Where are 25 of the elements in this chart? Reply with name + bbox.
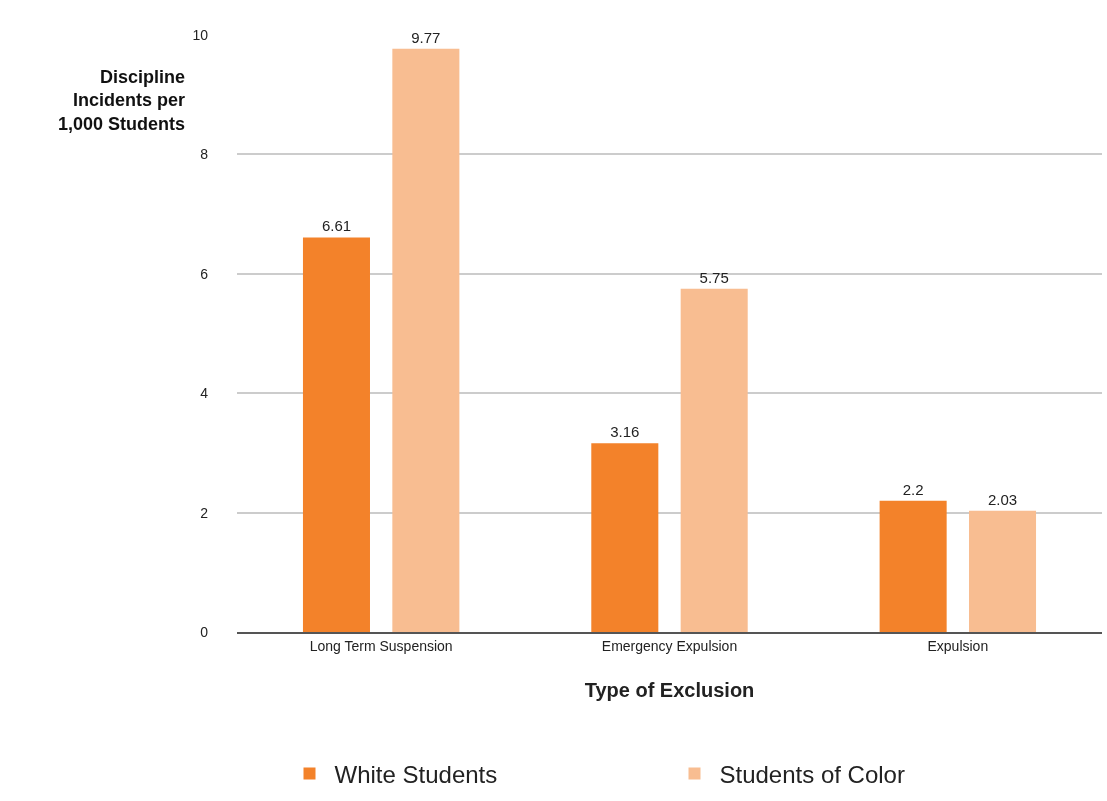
y-tick-label: 2 xyxy=(200,504,209,521)
bar xyxy=(969,510,1037,632)
bar xyxy=(879,500,947,632)
bar xyxy=(591,443,659,632)
bar xyxy=(392,48,460,632)
y-tick-label: 4 xyxy=(200,385,209,402)
bar xyxy=(680,288,748,632)
legend-label: Students of Color xyxy=(719,760,905,788)
data-label: 3.16 xyxy=(610,423,640,441)
y-tick-label: 0 xyxy=(200,623,209,640)
y-axis-title: Discipline Incidents per 1,000 Students xyxy=(58,67,186,134)
data-label: 5.75 xyxy=(699,268,729,286)
y-tick-label: 8 xyxy=(200,146,209,163)
x-axis-title: Type of Exclusion xyxy=(584,678,755,701)
bar xyxy=(302,237,370,632)
x-tick-label: Expulsion xyxy=(927,637,989,654)
data-label: 6.61 xyxy=(321,217,352,235)
data-label: 2.2 xyxy=(902,480,924,498)
x-tick-label: Long Term Suspension xyxy=(309,637,453,654)
data-label: 2.03 xyxy=(987,490,1018,508)
data-label: 9.77 xyxy=(411,28,441,46)
y-tick-label: 10 xyxy=(192,26,209,43)
y-tick-label: 6 xyxy=(200,265,209,282)
x-tick-label: Emergency Expulsion xyxy=(601,637,738,654)
legend-label: White Students xyxy=(334,760,498,788)
